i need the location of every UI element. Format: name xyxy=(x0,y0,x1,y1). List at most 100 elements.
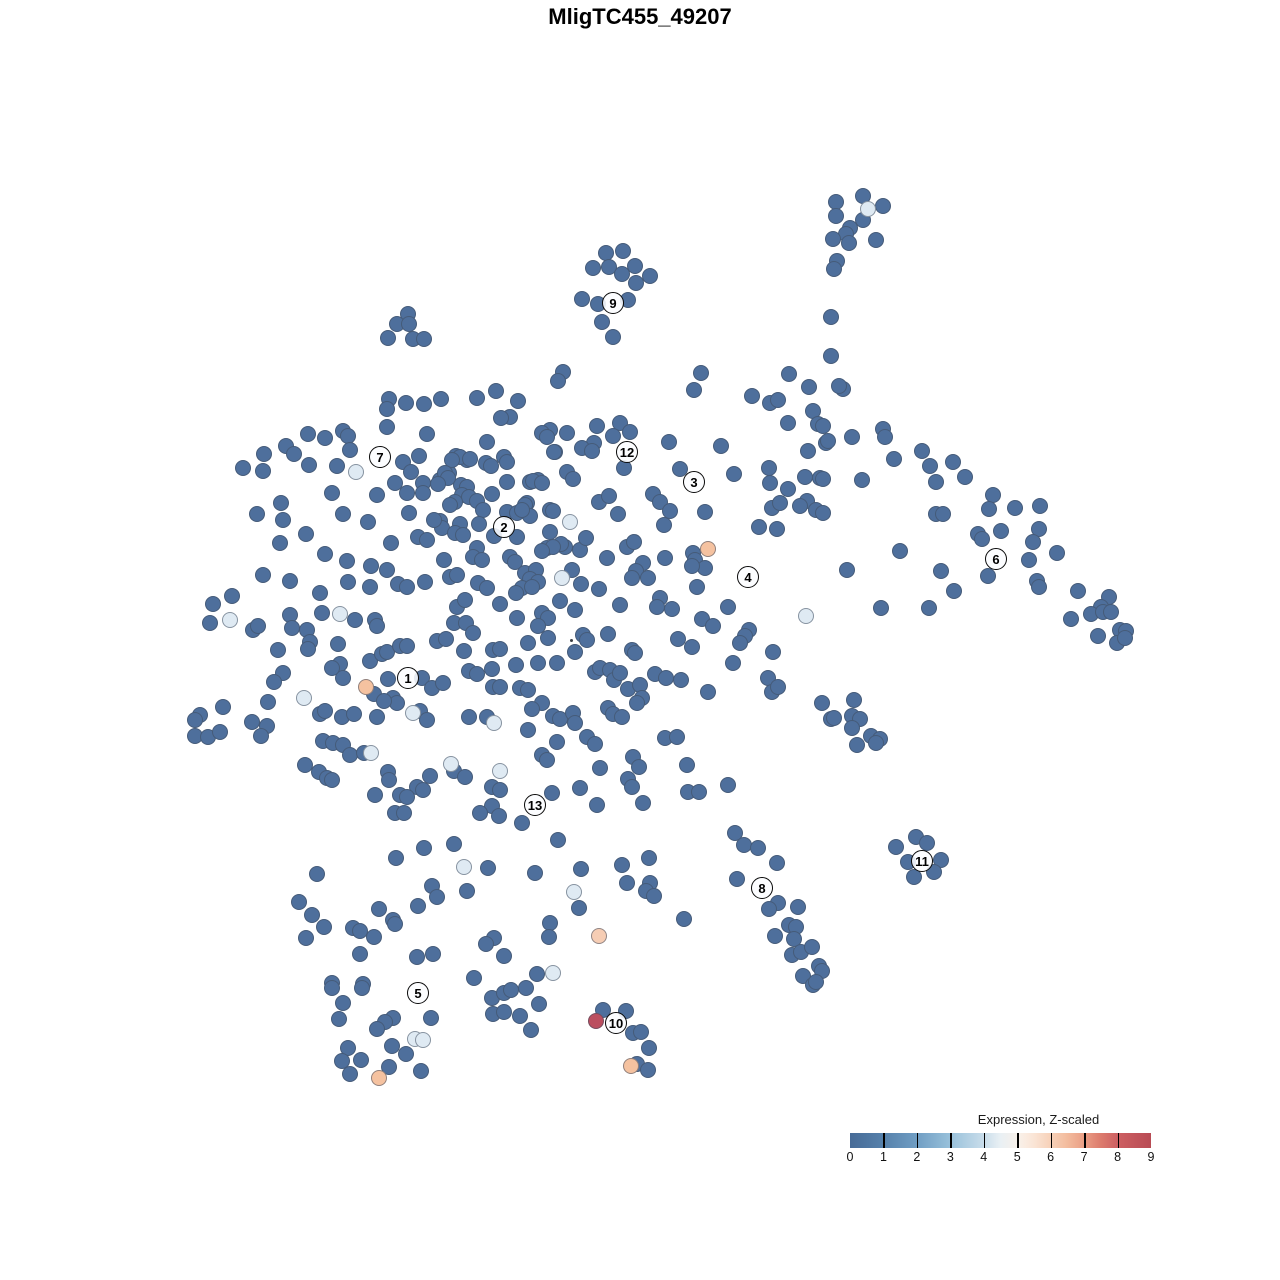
cell-point xyxy=(624,779,640,795)
cell-point xyxy=(656,517,672,533)
cell-point xyxy=(224,588,240,604)
cell-point xyxy=(249,506,265,522)
cell-point xyxy=(946,583,962,599)
cell-point xyxy=(260,694,276,710)
cell-point xyxy=(413,1063,429,1079)
cell-point xyxy=(888,839,904,855)
cell-point xyxy=(684,639,700,655)
cell-point xyxy=(689,579,705,595)
cell-point xyxy=(334,1053,350,1069)
cell-point xyxy=(640,570,656,586)
cell-point xyxy=(1117,630,1133,646)
cell-point xyxy=(550,373,566,389)
cell-point xyxy=(486,715,502,731)
cell-point xyxy=(324,772,340,788)
cell-point xyxy=(622,424,638,440)
cell-point xyxy=(700,541,716,557)
cell-point xyxy=(713,438,729,454)
cell-point xyxy=(624,570,640,586)
cell-point xyxy=(594,314,610,330)
cell-point xyxy=(488,383,504,399)
cell-point xyxy=(381,772,397,788)
cell-point xyxy=(403,464,419,480)
cell-point xyxy=(518,980,534,996)
cluster-label-2: 2 xyxy=(493,516,515,538)
cell-point xyxy=(928,474,944,490)
cell-point xyxy=(469,666,485,682)
cell-point xyxy=(661,434,677,450)
cell-point xyxy=(841,235,857,251)
cell-point xyxy=(1090,628,1106,644)
cell-point xyxy=(398,395,414,411)
cell-point xyxy=(705,618,721,634)
cell-point xyxy=(335,506,351,522)
cell-point xyxy=(751,519,767,535)
colorbar-tick-label: 6 xyxy=(1047,1150,1055,1164)
cell-point xyxy=(573,576,589,592)
cell-point xyxy=(567,644,583,660)
cell-point xyxy=(387,916,403,932)
cell-point xyxy=(409,949,425,965)
cell-point xyxy=(369,709,385,725)
cell-point xyxy=(346,706,362,722)
cell-point xyxy=(1025,534,1041,550)
cell-point xyxy=(562,514,578,530)
cell-point xyxy=(461,709,477,725)
cell-point xyxy=(550,832,566,848)
cell-point xyxy=(369,1021,385,1037)
cell-point xyxy=(483,458,499,474)
cell-point xyxy=(642,268,658,284)
cell-point xyxy=(530,655,546,671)
cell-point xyxy=(591,581,607,597)
cell-point xyxy=(1031,579,1047,595)
cell-point xyxy=(541,929,557,945)
cell-point xyxy=(314,605,330,621)
cell-point xyxy=(801,379,817,395)
cell-point xyxy=(945,454,961,470)
cell-point xyxy=(415,485,431,501)
cell-point xyxy=(554,570,570,586)
cell-point xyxy=(664,601,680,617)
cluster-label-1: 1 xyxy=(397,667,419,689)
cell-point xyxy=(499,454,515,470)
cell-point xyxy=(808,974,824,990)
tiny-point xyxy=(569,638,573,642)
cell-point xyxy=(614,709,630,725)
cell-point xyxy=(726,466,742,482)
cell-point xyxy=(449,567,465,583)
cell-point xyxy=(679,757,695,773)
cell-point xyxy=(823,309,839,325)
cell-point xyxy=(273,495,289,511)
cell-point xyxy=(297,757,313,773)
cell-point xyxy=(430,476,446,492)
cell-point xyxy=(844,429,860,445)
cell-point xyxy=(291,894,307,910)
cell-point xyxy=(335,995,351,1011)
cell-point xyxy=(684,558,700,574)
cell-point xyxy=(662,503,678,519)
cell-point xyxy=(250,618,266,634)
cell-point xyxy=(1021,552,1037,568)
cell-point xyxy=(270,642,286,658)
cell-point xyxy=(886,451,902,467)
cell-point xyxy=(578,530,594,546)
cell-point xyxy=(369,487,385,503)
cluster-label-13: 13 xyxy=(524,794,546,816)
cell-point xyxy=(399,485,415,501)
cell-point xyxy=(272,535,288,551)
cell-point xyxy=(849,737,865,753)
cell-point xyxy=(512,1008,528,1024)
cell-point xyxy=(380,330,396,346)
cell-point xyxy=(649,599,665,615)
cell-point xyxy=(567,715,583,731)
colorbar-tick-label: 4 xyxy=(980,1150,988,1164)
cell-point xyxy=(530,618,546,634)
colorbar-tick-line xyxy=(1050,1133,1053,1148)
cell-point xyxy=(298,526,314,542)
cell-point xyxy=(446,836,462,852)
cell-point xyxy=(589,797,605,813)
cell-point xyxy=(769,855,785,871)
cell-point xyxy=(592,760,608,776)
cluster-label-10: 10 xyxy=(605,1012,627,1034)
cell-point xyxy=(304,907,320,923)
